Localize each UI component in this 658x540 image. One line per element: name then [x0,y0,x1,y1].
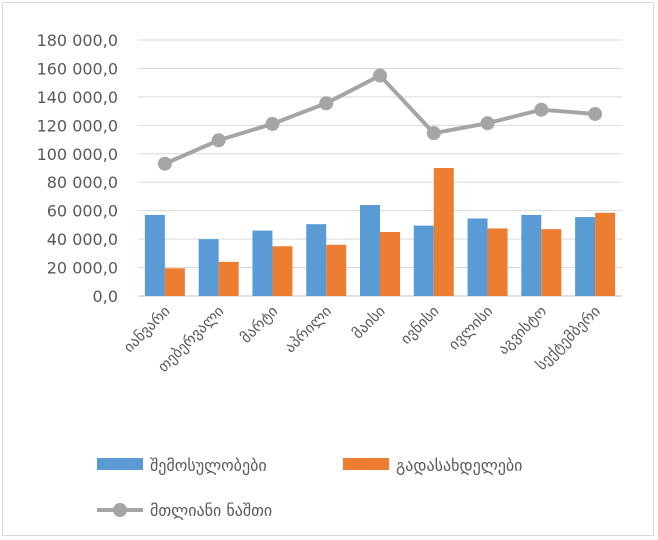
legend-label: შემოსულობები [150,456,267,475]
legend-item: მთლიანი ნაშთი [97,501,272,520]
legend: შემოსულობები გადასახდელები მთლიანი ნაშთი [97,456,522,520]
x-tick-label: აგვისტო [494,302,550,358]
bar [487,228,508,296]
bars [144,168,616,296]
x-tick-label: აპრილი [281,302,335,356]
line-point [265,116,280,131]
y-tick-label: 140 000,0 [37,88,118,107]
series-line [164,73,596,166]
x-tick-label: ივნისი [397,302,443,348]
x-tick-label: ივლისი [445,302,497,354]
bar [164,268,185,296]
line-point [480,116,495,131]
bar [360,204,380,296]
legend-label: მთლიანი ნაშთი [150,501,272,520]
line-point [211,133,226,148]
y-axis-ticks: 0,0 20 000,0 40 000,0 60 000,0 80 000,0 100 0… [37,31,118,306]
line-point [157,156,172,171]
y-tick-label: 120 000,0 [37,116,118,135]
legend-marker [113,503,127,517]
bar [252,230,273,296]
line-point [373,68,387,83]
line-point [534,102,549,117]
bar [541,229,562,296]
bar [413,225,434,296]
bar [433,168,454,296]
legend-swatch [97,458,143,470]
bar [218,261,239,296]
legend-item: შემოსულობები [97,456,267,475]
bar [306,224,327,296]
line-point [426,126,441,141]
y-tick-label: 160 000,0 [37,59,118,78]
bar [521,214,542,296]
y-tick-label: 100 000,0 [37,145,118,164]
x-tick-label: იანვარი [120,302,174,356]
y-tick-label: 60 000,0 [47,202,118,221]
line-point [319,96,334,111]
bar [595,212,616,296]
line-series [157,68,603,171]
bar [326,244,347,296]
bar [144,214,165,296]
y-tick-label: 0,0 [93,287,118,306]
y-tick-label: 80 000,0 [47,173,118,192]
y-tick-label: 180 000,0 [37,31,118,50]
bar [380,232,400,296]
legend-swatch [343,458,389,470]
bar [272,246,293,296]
x-tick-label: მარტი [237,302,282,347]
bar [575,217,596,296]
x-tick-label: მაისი [349,302,389,342]
bar [467,218,488,296]
line-point [588,106,603,121]
bar [198,239,219,296]
legend-item: გადასახდელები [343,456,522,475]
legend-label: გადასახდელები [396,456,522,475]
y-tick-label: 40 000,0 [47,230,118,249]
y-tick-label: 20 000,0 [47,259,118,278]
